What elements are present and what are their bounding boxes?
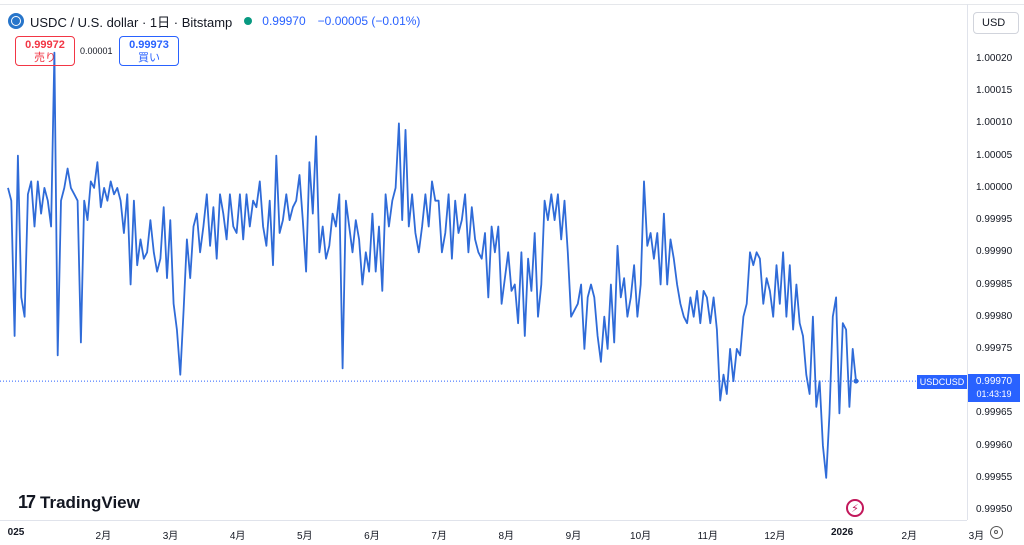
time-axis-divider (0, 520, 967, 521)
spread-value: 0.00001 (80, 46, 113, 56)
time-axis-label: 12月 (764, 531, 786, 542)
price-axis-label: 1.00020 (976, 53, 1013, 64)
price-axis-label: 0.99990 (976, 246, 1013, 258)
price-axis-label: 1.00005 (976, 149, 1013, 161)
price-axis-label: 0.99950 (976, 504, 1013, 515)
symbol-title: USDC / U.S. dollar · 1日 · Bitstamp (30, 14, 233, 30)
sell-price: 0.99972 (25, 39, 65, 51)
bar-countdown: 01:43:19 (976, 389, 1012, 399)
tradingview-logo-text: TradingView (40, 492, 140, 512)
tradingview-logo[interactable]: 17 TradingView (18, 492, 140, 513)
bolt-icon[interactable]: ⚡ (846, 499, 864, 517)
live-dot-icon (244, 17, 253, 25)
price-axis-label: 0.99965 (976, 407, 1013, 419)
buy-label: 買い (138, 52, 160, 64)
time-axis-label: 9月 (565, 531, 582, 542)
price-axis-label: 0.99975 (976, 342, 1013, 354)
symbol-legend[interactable]: USDC / U.S. dollar · 1日 · Bitstamp 0.999… (8, 8, 420, 34)
usdc-coin-icon (8, 13, 24, 29)
current-price-tag-value: 0.99970 (975, 376, 1013, 387)
time-axis-label: 10月 (630, 531, 652, 542)
time-axis-label: 2月 (901, 531, 918, 542)
currency-selector[interactable]: USD (973, 12, 1019, 34)
time-axis-label: 6月 (364, 531, 380, 542)
buy-button[interactable]: 0.99973 買い (119, 36, 179, 66)
time-axis-label: 2月 (95, 531, 112, 542)
sell-button[interactable]: 0.99972 売り (15, 36, 75, 66)
price-axis-label: 1.00015 (976, 85, 1013, 97)
symbol-price-tag: USDCUSD (917, 375, 967, 389)
price-axis-label: 0.99985 (976, 278, 1013, 290)
tradingview-logo-icon: 17 (18, 492, 36, 512)
last-point-marker (853, 378, 859, 384)
price-axis-label: 1.00010 (976, 117, 1013, 129)
price-axis-label: 0.99960 (976, 439, 1013, 451)
last-price: 0.99970 (262, 14, 306, 28)
time-axis-label: 3月 (968, 531, 985, 542)
price-axis-label: 0.99980 (976, 310, 1013, 322)
price-axis-label: 0.99995 (976, 214, 1013, 226)
time-axis-label: 2026 (830, 527, 854, 538)
price-axis-divider (967, 4, 968, 520)
time-axis-label: 4月 (229, 531, 246, 542)
current-price-tag: 0.99970 01:43:19 (968, 374, 1020, 402)
time-axis-label: 7月 (431, 531, 447, 542)
price-change: −0.00005 (−0.01%) (317, 14, 421, 28)
time-axis-label: 11月 (697, 531, 718, 542)
sell-label: 売り (34, 52, 56, 64)
gear-icon[interactable] (990, 526, 1003, 539)
price-series-line[interactable] (7, 51, 857, 479)
time-axis-label: 025 (7, 527, 25, 538)
time-axis-label: 5月 (297, 531, 313, 542)
time-axis-label: 8月 (498, 531, 515, 542)
time-axis-label: 3月 (162, 531, 179, 542)
buy-price: 0.99973 (129, 39, 169, 51)
top-divider (0, 4, 1024, 5)
price-axis-label: 0.99955 (976, 471, 1013, 483)
price-axis-label: 1.00000 (976, 181, 1013, 193)
